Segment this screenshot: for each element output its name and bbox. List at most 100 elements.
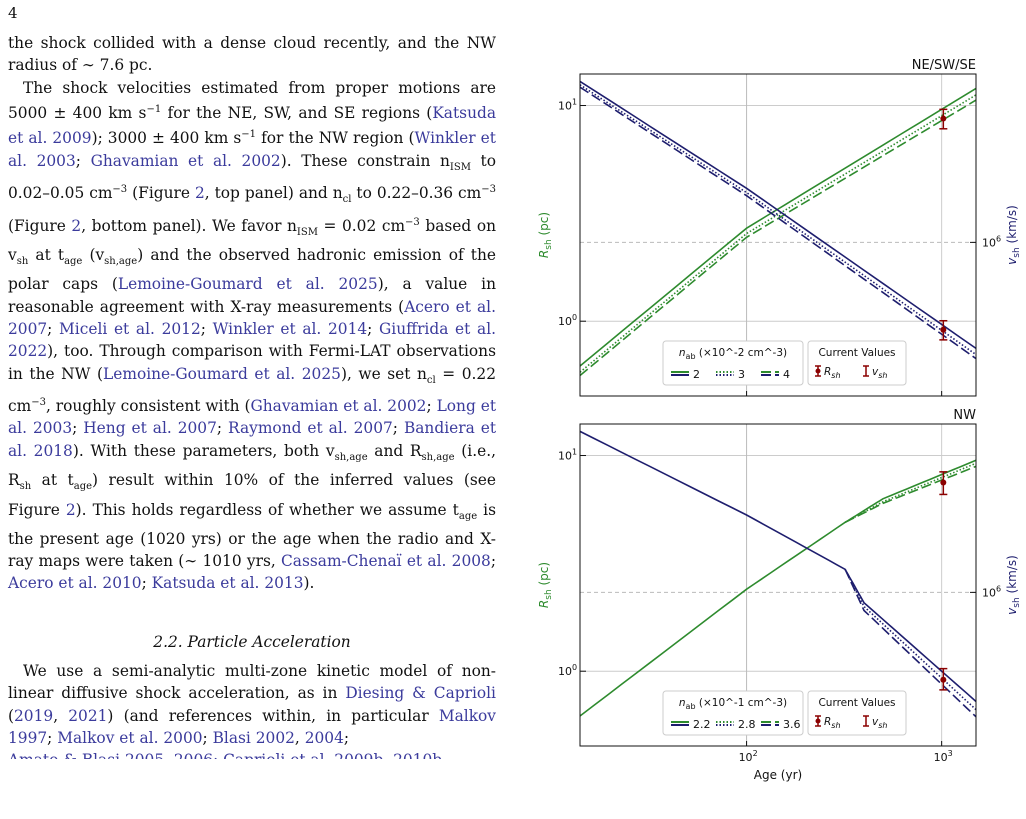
citation-link[interactable]: Giuffrida et al. 2022 bbox=[8, 320, 497, 361]
citation-link[interactable]: Diesing & Caprioli bbox=[345, 684, 496, 703]
citation-link[interactable]: 2019 bbox=[14, 706, 54, 725]
label-unit: (km/s) bbox=[1005, 555, 1019, 597]
citation-link[interactable]: Katsuda et al. 2013 bbox=[151, 574, 304, 593]
series-line-v_sh-3_6 bbox=[844, 568, 977, 718]
series-line-v_sh-2_2 bbox=[579, 430, 977, 703]
text-run: , bbox=[294, 728, 305, 747]
legend-sub: ab bbox=[686, 702, 696, 711]
subscript: sh,age bbox=[421, 451, 455, 463]
legend-title: nab (×10^-2 cm^-3) bbox=[679, 347, 787, 361]
citation-link[interactable]: Acero et al. 2007 bbox=[8, 297, 496, 339]
citation-link[interactable]: 2004 bbox=[304, 728, 344, 747]
citation-link[interactable]: 2 bbox=[71, 216, 82, 235]
text-run: ). This holds regardless of whether we a… bbox=[75, 500, 459, 519]
citation-link[interactable]: Malkov et al. 2000 bbox=[57, 728, 203, 747]
citation-link[interactable]: Winkler et al. 2003 bbox=[8, 129, 496, 170]
superscript: −1 bbox=[146, 103, 162, 115]
tick-label: 101 bbox=[558, 448, 577, 463]
panel-title: NW bbox=[953, 408, 976, 423]
x-axis-label: Age (yr) bbox=[754, 768, 802, 782]
tick-label: 100 bbox=[558, 663, 577, 678]
data-point-r_sh bbox=[940, 479, 947, 486]
citation-link[interactable]: 2 bbox=[194, 184, 205, 203]
legend-sub: ab bbox=[686, 352, 696, 361]
series-line-r_sh-3_6 bbox=[844, 465, 977, 524]
text-run: ) (and references within, in particular bbox=[107, 706, 439, 725]
citation-link[interactable]: Cassam-Chenaï et al. 2008 bbox=[281, 552, 491, 571]
series-line-v_sh-2_8 bbox=[844, 568, 977, 711]
legend-entry: 4 bbox=[783, 368, 790, 381]
citation-link[interactable]: Ghavamian et al. 2002 bbox=[250, 397, 427, 416]
label-symbol: v bbox=[1005, 257, 1019, 265]
citation-link[interactable]: Lemoine-Goumard et al. 2025 bbox=[103, 364, 341, 383]
citation-link[interactable]: Blasi 2002 bbox=[212, 728, 295, 747]
text-run: to 0.02–0.05 cm bbox=[8, 151, 497, 203]
citation-link[interactable]: Acero et al. 2010 bbox=[8, 574, 142, 593]
label-symbol: R bbox=[537, 600, 551, 608]
citation-link[interactable]: Ghavamian et al. 2002 bbox=[90, 151, 281, 170]
citation-link[interactable]: Miceli et al. 2012 bbox=[59, 320, 201, 339]
citation-link[interactable]: Heng et al. 2007 bbox=[83, 419, 217, 438]
text-run: We use a semi-analytic multi-zone kineti… bbox=[8, 662, 496, 703]
paragraph-cut: Amato & Blasi 2005, 2006; Caprioli et al… bbox=[8, 749, 496, 759]
text-run: , roughly consistent with ( bbox=[45, 397, 251, 416]
text-run: based on v bbox=[8, 216, 496, 265]
series-line-v_sh-2 bbox=[579, 80, 977, 350]
tick-exponent: 0 bbox=[572, 663, 577, 672]
legend-unit: (×10^-2 cm^-3) bbox=[696, 347, 788, 359]
legend-box bbox=[807, 690, 907, 736]
legend-sub: sh bbox=[831, 721, 840, 730]
tick-exponent: 0 bbox=[572, 313, 577, 322]
y-axis-label-right: vsh (km/s) bbox=[1005, 555, 1022, 615]
tick-exponent: 6 bbox=[996, 584, 1001, 593]
text-column: the shock collided with a dense cloud re… bbox=[8, 32, 496, 759]
paragraph: the shock collided with a dense cloud re… bbox=[8, 32, 496, 77]
citation-link[interactable]: Lemoine-Goumard et al. 2025 bbox=[117, 275, 378, 294]
text-run: = 0.02 cm bbox=[317, 216, 406, 235]
text-run: (v bbox=[82, 246, 105, 265]
text-run: ; bbox=[490, 552, 497, 571]
subscript: age bbox=[64, 256, 83, 268]
data-point-v_sh bbox=[940, 326, 947, 333]
text-run: the shock collided with a dense cloud re… bbox=[8, 34, 496, 75]
text-run: (Figure bbox=[127, 184, 195, 203]
data-point-r_sh bbox=[940, 115, 947, 122]
tick-exponent: 2 bbox=[753, 749, 758, 758]
tick-exponent: 6 bbox=[996, 234, 1001, 243]
text-run: and R bbox=[367, 441, 422, 460]
subscript: sh,age bbox=[104, 256, 138, 268]
label-symbol: R bbox=[537, 250, 551, 258]
legend-marker bbox=[815, 718, 821, 724]
text-run: ), we set n bbox=[340, 364, 427, 383]
y-axis-label-right: vsh (km/s) bbox=[1005, 205, 1022, 265]
citation-link[interactable]: Malkov 1997 bbox=[8, 706, 496, 747]
citation-link[interactable]: Long et al. 2003 bbox=[8, 397, 497, 438]
text-run: ), too. Through comparison with Fermi-LA… bbox=[8, 342, 496, 383]
legend-marker bbox=[815, 368, 821, 374]
series-line-r_sh-2_8 bbox=[844, 462, 977, 524]
citation-link[interactable]: 2 bbox=[65, 500, 76, 519]
subscript: age bbox=[73, 481, 93, 493]
y-axis-label-left: Rsh (pc) bbox=[537, 212, 554, 258]
label-sub: sh bbox=[544, 589, 554, 599]
text-run: ); 3000 ± 400 km s bbox=[91, 129, 242, 148]
y-axis-label-left: Rsh (pc) bbox=[537, 562, 554, 608]
legend-symbol: v bbox=[872, 366, 879, 378]
citation-link[interactable]: Raymond et al. 2007 bbox=[228, 419, 393, 438]
text-run: at t bbox=[28, 246, 65, 265]
legend-sub: sh bbox=[878, 721, 887, 730]
text-run: ; bbox=[367, 320, 380, 339]
legend-entry: 2.2 bbox=[693, 718, 711, 731]
text-run: ; bbox=[426, 397, 437, 416]
legend-sub: sh bbox=[878, 371, 887, 380]
citation-link[interactable]: 2021 bbox=[68, 706, 108, 725]
tick-label: 106 bbox=[982, 584, 1001, 599]
citation-link[interactable]: Winkler et al. 2014 bbox=[212, 320, 368, 339]
citation-link[interactable]: Katsuda et al. 2009 bbox=[8, 104, 497, 148]
series-line-v_sh-3 bbox=[579, 84, 977, 356]
legend-entry: 2.8 bbox=[738, 718, 756, 731]
legend-entry: vsh bbox=[872, 366, 887, 380]
series-line-r_sh-2 bbox=[579, 87, 977, 367]
citation-link[interactable]: Bandiera et al. 2018 bbox=[8, 419, 496, 460]
plot-frame bbox=[579, 73, 977, 397]
